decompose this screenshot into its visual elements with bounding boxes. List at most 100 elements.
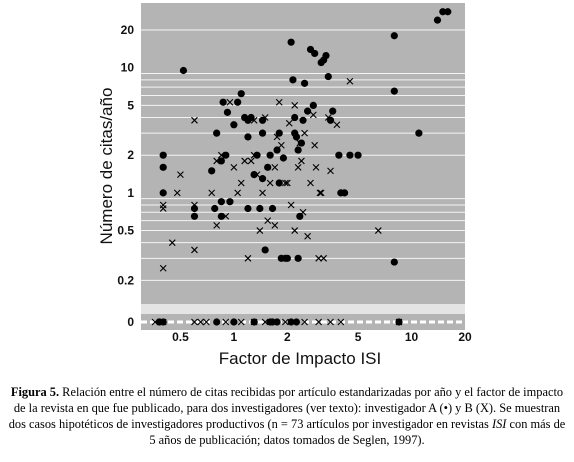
point-investigator-b [333, 121, 341, 129]
cross-stroke [197, 318, 205, 326]
cross-stroke [226, 98, 234, 106]
cross-stroke [213, 157, 221, 165]
cross-stroke [337, 318, 345, 326]
x-axis-ticks: 0.5 1 2 5 10 20 [172, 330, 472, 344]
point-investigator-a [296, 212, 304, 220]
point-investigator-b [226, 98, 234, 106]
cross-stroke [237, 318, 245, 326]
point-investigator-b [271, 163, 279, 171]
point-investigator-b [259, 189, 266, 197]
point-investigator-b [253, 171, 261, 178]
cross-stroke [299, 208, 307, 216]
point-investigator-b [282, 179, 289, 187]
point-investigator-a [258, 129, 267, 137]
y-tick-label: 0.2 [117, 273, 134, 287]
cross-stroke [315, 254, 323, 262]
point-investigator-b [266, 179, 274, 187]
point-investigator-b [346, 77, 354, 85]
point-investigator-b [315, 254, 323, 262]
point-investigator-a [324, 72, 332, 81]
cross-stroke [159, 201, 167, 209]
cross-stroke [317, 189, 325, 197]
point-investigator-a [217, 198, 225, 206]
cross-stroke [301, 129, 308, 137]
point-investigator-a [213, 129, 221, 137]
point-investigator-a [283, 254, 291, 262]
point-investigator-b [280, 254, 287, 262]
point-investigator-a [275, 179, 283, 187]
point-investigator-b [271, 318, 279, 326]
cross-stroke [217, 151, 225, 159]
cross-stroke [282, 179, 289, 187]
cross-stroke [159, 318, 167, 326]
point-investigator-a [390, 258, 398, 266]
x-tick-label: 0.5 [172, 330, 189, 344]
cross-stroke [346, 77, 354, 85]
cross-stroke [237, 179, 245, 187]
cross-stroke [173, 189, 181, 197]
cross-stroke [395, 318, 403, 326]
cross-stroke [287, 201, 295, 209]
cross-stroke [208, 189, 216, 197]
caption-text: Relación entre el número de citas recibi… [8, 385, 564, 431]
cross-stroke [202, 318, 210, 326]
point-investigator-a [179, 66, 188, 75]
point-investigator-b [261, 114, 269, 121]
point-investigator-a [354, 151, 362, 159]
cross-stroke [280, 254, 287, 262]
cross-stroke [327, 167, 334, 175]
scatter-plot: 0 0.2 0.5 1 2 5 10 20 0.5 1 2 5 10 20 Número de cita… [97, 3, 472, 368]
cross-stroke [247, 157, 255, 165]
cross-stroke [168, 239, 176, 247]
point-investigator-a [340, 189, 349, 197]
point-investigator-b [327, 318, 334, 326]
point-investigator-a [294, 254, 302, 262]
point-investigator-a [299, 116, 307, 124]
point-investigator-b [296, 139, 304, 147]
point-investigator-a [300, 79, 309, 87]
point-investigator-b [222, 318, 230, 326]
point-investigator-a [329, 107, 337, 115]
cross-stroke [191, 201, 198, 209]
point-investigator-a [222, 151, 230, 159]
point-investigator-b [395, 318, 403, 326]
point-investigator-b [261, 318, 269, 326]
cross-stroke [191, 116, 198, 124]
point-investigator-a [237, 90, 245, 98]
point-investigator-a [346, 151, 354, 159]
point-investigator-a [219, 98, 227, 106]
cross-stroke [241, 157, 249, 165]
cross-stroke [191, 318, 198, 326]
point-investigator-a [335, 151, 343, 159]
point-investigator-a [289, 76, 297, 84]
y-axis-title: Número de citas/año [97, 88, 116, 245]
point-investigator-b [285, 119, 293, 127]
cross-stroke [271, 221, 279, 229]
y-tick-label: 0 [127, 315, 134, 329]
caption-label: Figura 5. [10, 385, 60, 399]
point-investigator-a [311, 49, 319, 58]
point-investigator-a [266, 151, 274, 159]
cross-stroke [291, 102, 299, 109]
x-axis-title: Factor de Impacto ISI [219, 349, 382, 368]
cross-stroke [333, 121, 341, 129]
data-points [151, 8, 452, 326]
point-investigator-b [316, 189, 324, 197]
cross-stroke [296, 139, 304, 147]
cross-stroke [259, 189, 266, 197]
caption-text-end: con más de 5 años de publicación; datos … [149, 417, 566, 447]
point-investigator-a [213, 318, 221, 326]
cross-stroke [261, 114, 269, 121]
point-investigator-b [241, 157, 249, 165]
point-investigator-a [390, 87, 398, 95]
point-investigator-a [292, 318, 301, 326]
point-investigator-b [307, 179, 314, 187]
point-investigator-a [159, 189, 167, 197]
cross-stroke [327, 318, 334, 326]
point-investigator-a [256, 204, 264, 213]
point-investigator-a [244, 133, 252, 141]
point-investigator-a [208, 167, 216, 175]
point-investigator-b [294, 163, 302, 171]
y-tick-label: 20 [121, 23, 135, 37]
